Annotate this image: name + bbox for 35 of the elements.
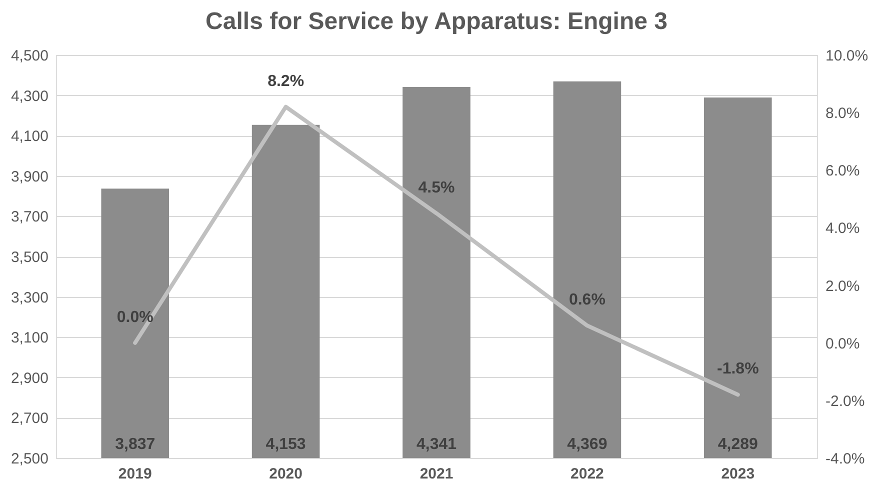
y-tick-label: 3,100 (10, 330, 48, 347)
x-tick-label: 2023 (721, 466, 755, 482)
chart-title: Calls for Service by Apparatus: Engine 3 (206, 8, 668, 35)
data-label: 3,837 (115, 436, 156, 453)
data-label: 4,153 (266, 436, 306, 453)
y2-tick-label: 10.0% (826, 48, 868, 64)
y2-tick-label: 0.0% (826, 335, 860, 352)
y2-tick-label: 8.0% (826, 105, 860, 122)
data-label: 4,341 (416, 436, 457, 453)
y-tick-label: 3,900 (10, 168, 48, 186)
x-tick-label: 2022 (570, 466, 604, 482)
data-label: 8.2% (268, 72, 304, 90)
data-label: 4.5% (418, 179, 455, 196)
data-label: 0.0% (116, 308, 154, 326)
y2-tick-label: -4.0% (826, 450, 865, 468)
data-label: 0.6% (568, 292, 606, 309)
x-tick-label: 2019 (118, 466, 152, 482)
data-label: 4,289 (718, 436, 758, 453)
y-tick-label: 2,700 (10, 410, 48, 428)
y-tick-label: 4,300 (10, 88, 48, 105)
y2-tick-label: -2.0% (826, 392, 865, 410)
y-tick-label: 4,500 (10, 48, 48, 64)
y2-tick-label: 2.0% (826, 278, 860, 295)
y-tick-label: 4,100 (10, 128, 48, 146)
y2-tick-label: 4.0% (826, 220, 860, 238)
y-tick-label: 3,500 (10, 249, 48, 266)
x-tick-label: 2020 (269, 466, 302, 482)
x-tick-label: 2021 (420, 466, 454, 482)
y2-tick-label: 6.0% (826, 162, 860, 180)
y-tick-label: 2,900 (10, 370, 48, 387)
y-tick-label: 3,300 (10, 289, 48, 306)
data-label: 4,369 (567, 436, 608, 453)
data-label: -1.8% (716, 360, 759, 378)
y-tick-label: 2,500 (10, 450, 48, 468)
y-tick-label: 3,700 (10, 208, 48, 226)
